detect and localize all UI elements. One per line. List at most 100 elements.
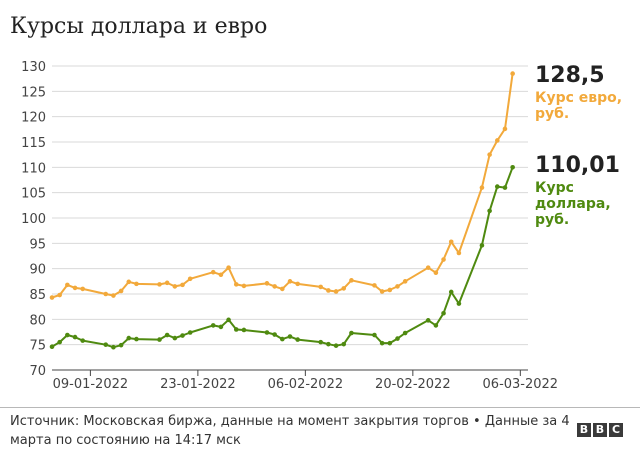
data-point [349, 330, 354, 336]
bbc-logo-letter: B [593, 423, 607, 437]
data-point [448, 239, 454, 245]
data-point [425, 318, 431, 323]
data-point [341, 341, 347, 347]
data-point [210, 269, 216, 275]
footer-divider [0, 407, 640, 408]
data-point [456, 301, 462, 306]
y-tick-label: 120 [21, 111, 46, 126]
data-point [502, 185, 508, 190]
y-tick-label: 75 [29, 339, 46, 354]
y-tick-label: 125 [21, 85, 46, 100]
data-point [72, 334, 78, 340]
y-tick-label: 115 [21, 136, 46, 151]
y-tick-label: 100 [21, 212, 46, 227]
data-point [226, 317, 231, 323]
data-point [49, 344, 55, 349]
series-name-label: Курс [535, 180, 574, 196]
data-point [441, 257, 446, 262]
series-group [49, 71, 515, 350]
series-name-label: Курс евро, [535, 90, 622, 106]
data-point [180, 282, 185, 288]
data-point [187, 276, 193, 282]
data-point [72, 285, 78, 291]
data-point [264, 281, 270, 286]
data-point [65, 332, 70, 338]
data-point [494, 138, 500, 143]
bbc-logo-letter: C [609, 423, 623, 437]
data-point [157, 337, 162, 342]
data-point [134, 281, 139, 287]
bbc-logo-letter: B [577, 423, 591, 437]
y-tick-label: 130 [21, 60, 46, 75]
data-point [425, 265, 431, 270]
data-point [126, 335, 132, 341]
data-point [487, 208, 492, 214]
data-point [379, 340, 385, 346]
data-point [349, 278, 354, 283]
data-point [280, 286, 285, 292]
source-note: Источник: Московская биржа, данные на мо… [10, 414, 570, 448]
data-point [479, 243, 485, 248]
data-point [172, 284, 178, 289]
data-point [402, 330, 408, 336]
data-point [372, 332, 377, 338]
data-point [448, 289, 454, 295]
data-point [295, 281, 300, 287]
y-tick-label: 95 [29, 237, 46, 252]
data-point [210, 323, 216, 328]
data-point [233, 282, 239, 287]
data-point [510, 71, 515, 76]
x-tick-label: 09-01-2022 [53, 377, 129, 392]
data-point [287, 279, 293, 284]
y-tick-label: 80 [29, 313, 46, 328]
data-point [187, 330, 193, 335]
y-axis: 70 75 80 85 90 95 100 105 110 115 120 125 130 [21, 60, 46, 379]
data-point [49, 295, 55, 300]
data-point [494, 184, 500, 189]
data-point [80, 286, 86, 292]
data-point [280, 336, 285, 342]
data-point [333, 289, 339, 294]
bbc-logo: B B C [577, 423, 623, 437]
data-point [80, 338, 86, 343]
data-point [233, 327, 239, 332]
data-point [65, 282, 70, 288]
data-point [241, 327, 247, 333]
data-point [118, 288, 124, 294]
data-point [226, 265, 231, 270]
data-point [441, 310, 446, 316]
data-point [456, 250, 462, 256]
data-point [241, 283, 247, 289]
data-point [126, 279, 132, 285]
series-name-label: руб. [535, 106, 569, 122]
data-point [164, 332, 170, 338]
data-point [433, 323, 439, 328]
series-name-label: доллара, [535, 196, 611, 212]
data-point [218, 272, 224, 278]
series-name-label: руб. [535, 212, 569, 228]
x-axis: 09-01-2022 23-01-2022 06-02-2022 20-02-2022… [52, 369, 558, 392]
series-line [51, 73, 514, 299]
series-last-value: 128,5 [535, 63, 605, 88]
data-point [111, 344, 116, 350]
data-point [318, 284, 324, 290]
data-point [433, 270, 439, 276]
data-point [326, 341, 331, 347]
y-tick-label: 70 [29, 364, 46, 379]
data-point [272, 332, 277, 337]
data-point [118, 342, 124, 348]
data-point [379, 289, 385, 294]
data-point [180, 333, 185, 338]
data-point [402, 279, 408, 284]
data-point [218, 324, 224, 330]
data-point [326, 288, 331, 293]
y-tick-label: 105 [21, 187, 46, 202]
data-point [510, 164, 515, 170]
series-last-value: 110,01 [535, 153, 620, 178]
data-point [57, 292, 62, 298]
data-point [333, 343, 339, 348]
data-point [487, 152, 492, 157]
data-point [103, 291, 109, 297]
data-point [272, 284, 277, 289]
